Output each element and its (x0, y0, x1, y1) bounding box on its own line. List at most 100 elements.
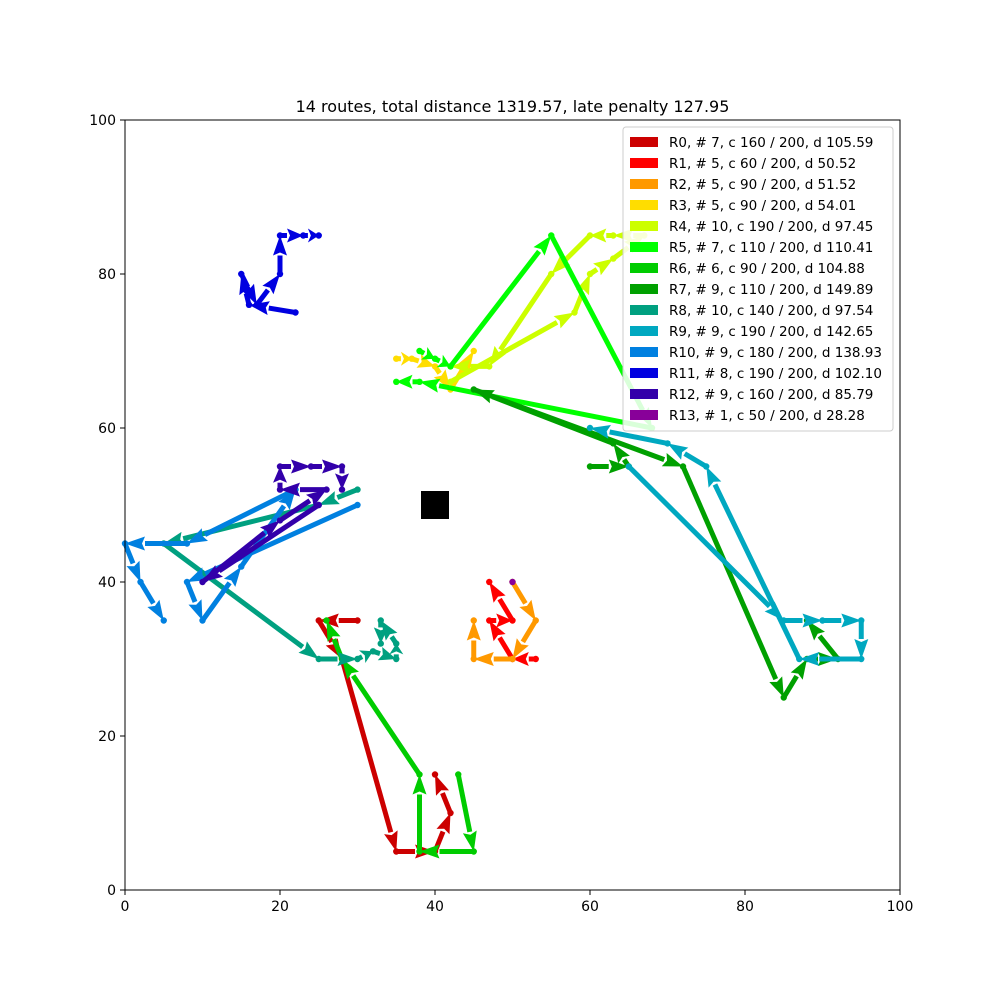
route-8-stop (393, 640, 400, 647)
route-11-arrowhead (273, 235, 287, 256)
x-tick-label: 60 (581, 899, 599, 915)
route-12-arrowhead (260, 520, 280, 539)
route-7-stop (470, 386, 477, 393)
route-7-arrowhead (661, 453, 683, 467)
route-10-segment (203, 487, 297, 537)
route-9-arrowhead (854, 639, 869, 659)
route-12-stop (323, 486, 330, 493)
legend-label: R3, # 5, c 90 / 200, d 54.01 (669, 198, 856, 214)
route-6-stop (416, 771, 423, 778)
route-10-stop (238, 563, 245, 570)
route-1-stop (486, 578, 493, 586)
route-10-arrowhead (147, 599, 164, 621)
route-12-stop (307, 463, 315, 470)
legend-swatch (630, 263, 658, 273)
route-8-stop (369, 648, 377, 655)
route-9-stop (858, 617, 865, 624)
route-0-stop (393, 848, 400, 855)
route-10-arrowhead (187, 528, 208, 544)
route-4-arrowhead (593, 258, 614, 276)
route-2-stop (470, 655, 477, 663)
y-tick-label: 40 (98, 575, 116, 591)
route-0-segment (339, 658, 394, 833)
legend-label: R0, # 7, c 160 / 200, d 105.59 (669, 135, 873, 151)
legend-swatch (630, 158, 658, 168)
route-5-stop (431, 355, 439, 362)
route-2-stop (532, 617, 539, 624)
route-2-segment (520, 619, 538, 644)
route-3-stop (470, 347, 477, 355)
route-11-segment (268, 305, 296, 315)
route-9-arrowhead (590, 425, 611, 439)
route-6-stop (470, 848, 477, 855)
route-5-stop (416, 347, 423, 355)
route-10-stop (160, 617, 167, 624)
route-1-arrowhead (489, 620, 506, 642)
route-4-arrowhead (551, 254, 571, 274)
route-3-stop (408, 355, 415, 362)
route-11-stop (245, 301, 253, 308)
route-7-segment (781, 674, 799, 699)
route-12-segment (217, 502, 321, 574)
route-12-stop (338, 463, 346, 470)
route-1-stop (486, 617, 493, 624)
route-1-arrowhead (489, 582, 506, 603)
route-5-stop (416, 378, 423, 385)
route-8-arrowhead (298, 641, 319, 659)
route-5-arrowhead (421, 347, 435, 360)
legend-swatch (630, 326, 658, 336)
legend-box (622, 126, 894, 432)
route-6-arrowhead (342, 659, 359, 680)
route-4-stop (548, 270, 555, 278)
route-8-segment (162, 541, 305, 650)
route-5-stop (548, 232, 555, 239)
route-0-stop (447, 809, 454, 817)
route-10-stop (199, 617, 206, 624)
legend-swatch (630, 284, 658, 294)
route-10-stop (183, 578, 191, 586)
legend-swatch (630, 179, 658, 189)
route-12-arrowhead (322, 459, 342, 474)
route-6-arrowhead (462, 830, 477, 852)
route-9-stop (780, 617, 787, 624)
route-9-arrowhead (802, 613, 823, 628)
route-2 (466, 578, 539, 666)
route-3-stop (431, 363, 439, 370)
route-4-stop (586, 270, 594, 278)
route-12-stop (199, 578, 206, 586)
depot-marker (421, 491, 449, 519)
route-11-stop (238, 270, 245, 278)
x-tick-label: 80 (736, 899, 754, 915)
route-6-arrowhead (419, 844, 440, 859)
y-tick-label: 80 (98, 267, 116, 283)
route-11-stop (300, 232, 307, 239)
route-3-arrowhead (416, 354, 435, 368)
route-10-arrowhead (188, 599, 203, 621)
route-0-stop (354, 617, 361, 624)
axes: 0 20 40 60 80 100 0 20 40 60 80 100 (89, 113, 913, 915)
x-tick-label: 100 (887, 899, 914, 915)
route-10 (121, 486, 361, 624)
route-4-arrowhead (553, 312, 575, 329)
route-0-segment (440, 792, 453, 814)
route-3-arrowhead (400, 351, 412, 366)
route-4-arrowhead (489, 345, 507, 367)
route-10-arrowhead (125, 536, 145, 551)
route-1-arrowhead (512, 652, 529, 666)
route-5-stop (447, 363, 454, 370)
route-8-segment (336, 487, 359, 500)
route-5-arrowhead (533, 235, 552, 256)
route-8-arrowhead (377, 647, 397, 661)
route-9-arrowhead (667, 443, 689, 460)
route-7-segment (472, 387, 666, 462)
route-8-stop (377, 640, 384, 647)
route-4-arrowhead (450, 359, 471, 374)
route-9-segment (626, 464, 772, 609)
route-11-stop (315, 232, 322, 239)
route-9-stop (703, 463, 710, 470)
route-2-arrowhead (512, 638, 529, 659)
route-9-segment (712, 483, 802, 661)
route-7-stop (586, 463, 594, 470)
route-1-segment (497, 636, 515, 661)
route-13 (509, 578, 516, 586)
